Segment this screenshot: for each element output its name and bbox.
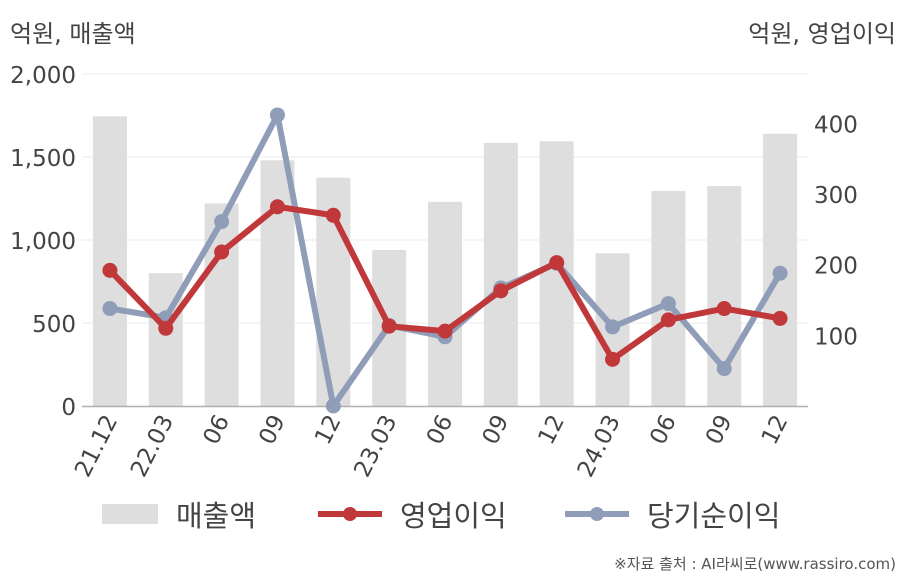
y-left-tick-label: 500 (32, 312, 76, 338)
left-axis-unit-label: 억원, 매출액 (10, 20, 136, 48)
net-income-point (325, 398, 341, 414)
revenue-bar (204, 203, 239, 406)
x-tick-label: 23.03 (349, 411, 402, 481)
x-tick-label: 06 (645, 411, 681, 449)
operating-income-point (102, 262, 118, 278)
revenue-bar (92, 116, 127, 406)
legend-item-net-income: 당기순이익 (565, 492, 780, 536)
legend-swatch-bar (102, 504, 158, 524)
x-tick-label: 09 (254, 411, 290, 449)
net-income-point (772, 265, 788, 281)
legend-label-operating-income: 영업이익 (400, 499, 507, 533)
revenue-bar (260, 160, 295, 406)
y-right-tick-label: 300 (814, 183, 858, 209)
income-lines (102, 107, 788, 414)
legend-swatch-line-red (318, 507, 382, 521)
source-credit: ※자료 출처 : AI라씨로(www.rassiro.com) (614, 555, 896, 573)
net-income-point (660, 296, 676, 312)
operating-income-point (325, 207, 341, 223)
revenue-bar (428, 201, 462, 406)
operating-income-point (493, 283, 509, 299)
operating-income-point (605, 351, 621, 367)
net-income-point (214, 214, 230, 230)
legend-item-revenue: 매출액 (102, 492, 256, 536)
operating-income-point (158, 320, 174, 336)
operating-income-point (381, 318, 397, 334)
x-tick-label: 21.12 (70, 411, 123, 481)
right-axis-unit-label: 억원, 영업이익 (748, 20, 896, 48)
operating-income-point (437, 323, 453, 339)
legend-swatch-line-blue (565, 507, 629, 521)
y-right-tick-label: 200 (814, 254, 858, 280)
y-left-tick-label: 2,000 (10, 63, 76, 89)
y-left-tick-label: 1,000 (10, 229, 76, 255)
net-income-point (102, 301, 118, 317)
y-left-tick-label: 1,500 (10, 146, 76, 172)
legend-item-operating-income: 영업이익 (318, 492, 507, 536)
y-left-tick-label: 0 (61, 395, 76, 421)
x-tick-label: 22.03 (126, 411, 179, 481)
net-income-point (605, 319, 621, 335)
legend-label-net-income: 당기순이익 (647, 499, 781, 533)
x-tick-label: 12 (757, 411, 793, 449)
operating-income-point (549, 255, 565, 271)
net-income-point (269, 107, 285, 123)
x-tick-label: 06 (199, 411, 235, 449)
x-tick-label: 06 (422, 411, 458, 449)
operating-income-point (214, 244, 230, 260)
operating-income-point (772, 310, 788, 326)
x-tick-label: 24.03 (573, 411, 626, 481)
combo-chart: 0 500 1,000 1,500 2,000 100 200 300 400 21.12 22.0… (10, 63, 858, 481)
legend-label-revenue: 매출액 (176, 499, 257, 533)
legend: 매출액 영업이익 당기순이익 (0, 492, 908, 536)
x-tick-label: 09 (701, 411, 737, 449)
operating-income-point (269, 199, 285, 215)
y-right-tick-label: 100 (814, 324, 858, 350)
y-right-tick-label: 400 (814, 112, 858, 138)
x-tick-label: 09 (478, 411, 514, 449)
operating-income-point (660, 312, 676, 328)
operating-income-point (716, 301, 732, 317)
net-income-point (716, 361, 732, 377)
revenue-bar (483, 142, 518, 406)
x-tick-label: 12 (310, 411, 346, 449)
x-tick-label: 12 (534, 411, 570, 449)
